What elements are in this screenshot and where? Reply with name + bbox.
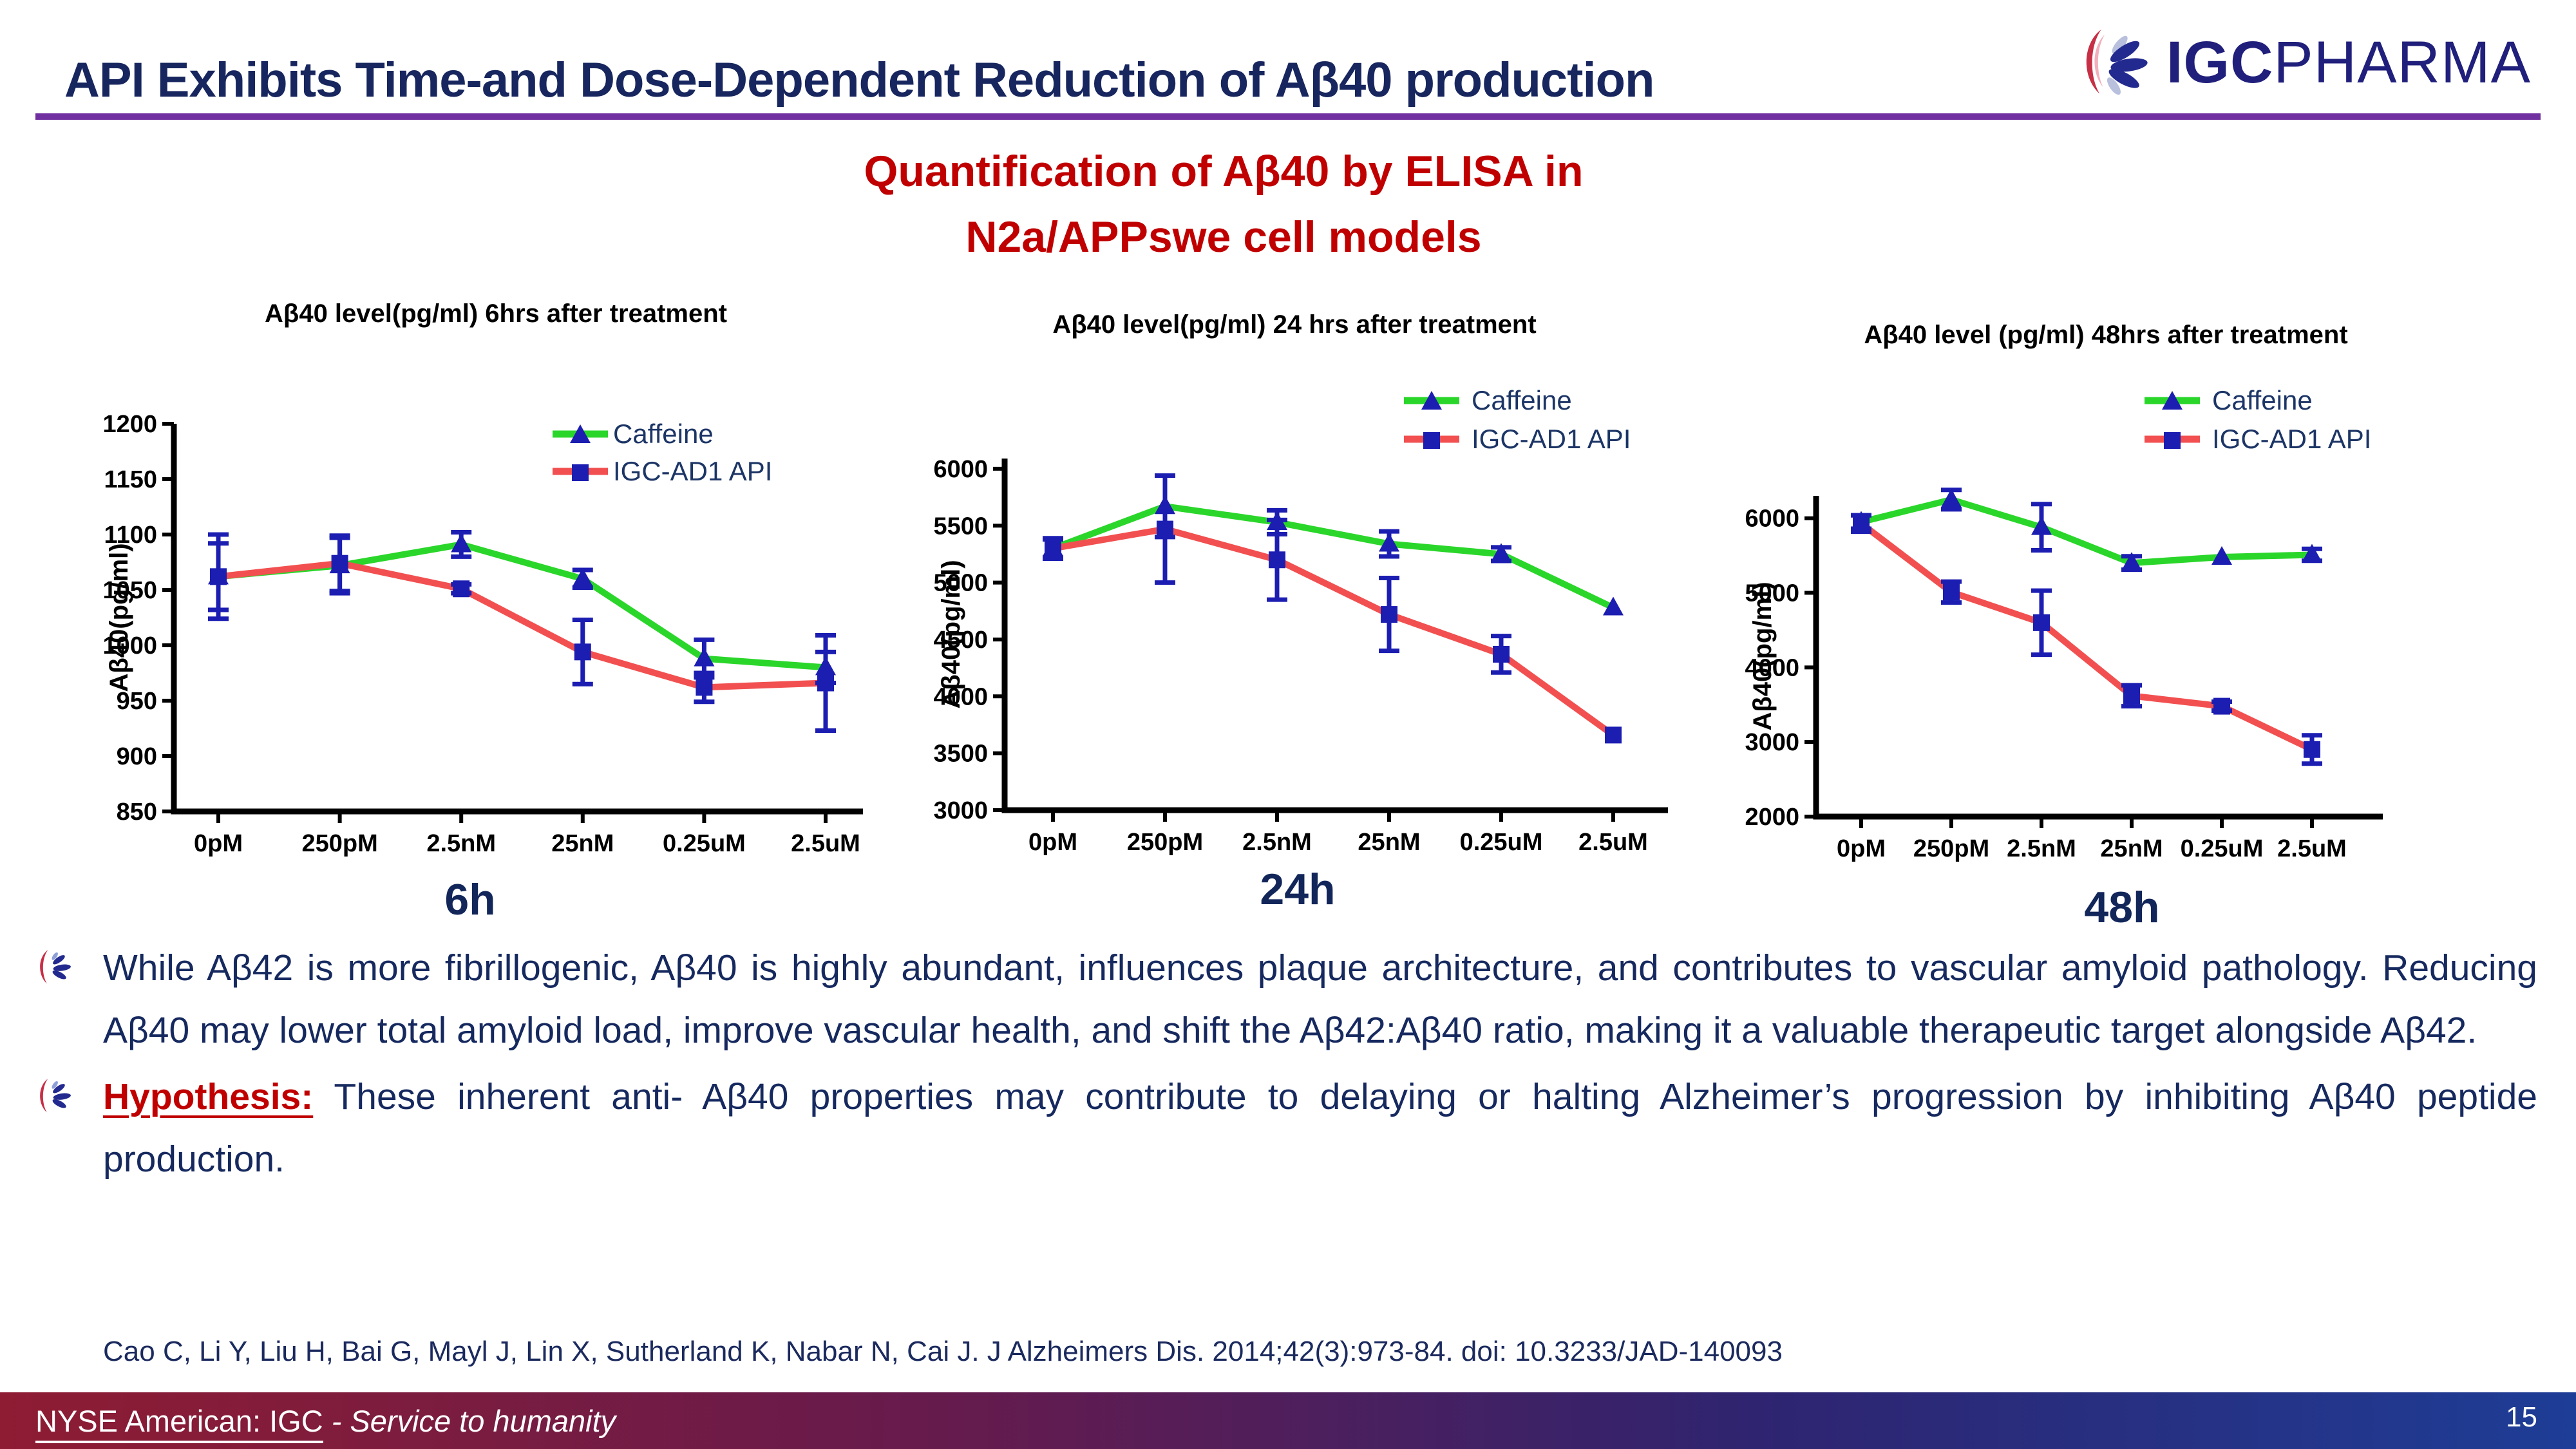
leaf-crescent-logo-icon [2086, 29, 2148, 95]
svg-text:0.25uM: 0.25uM [663, 830, 746, 857]
leaf-crescent-bullet-icon [40, 950, 71, 984]
figure-heading: Quantification of Aβ40 by ELISA in N2a/A… [580, 138, 1868, 270]
svg-text:0pM: 0pM [1028, 829, 1077, 856]
page-number: 15 [2506, 1401, 2537, 1433]
svg-text:Aβ40(pg/ml): Aβ40(pg/ml) [105, 543, 133, 692]
svg-text:2.5nM: 2.5nM [1242, 829, 1312, 856]
svg-text:Caffeine: Caffeine [613, 419, 714, 449]
svg-text:3000: 3000 [1745, 729, 1799, 756]
footer-text: NYSE American: IGC - Service to humanity [35, 1403, 616, 1443]
header-divider [35, 113, 2541, 120]
svg-text:0pM: 0pM [194, 830, 243, 857]
svg-text:0.25uM: 0.25uM [1460, 829, 1543, 856]
svg-text:4000: 4000 [1745, 654, 1799, 681]
svg-text:Caffeine: Caffeine [2212, 385, 2313, 415]
figure-heading-line2: N2a/APPswe cell models [965, 213, 1482, 261]
svg-text:5000: 5000 [933, 570, 988, 597]
svg-text:IGC-AD1 API: IGC-AD1 API [613, 456, 772, 486]
logo-text-pharma: PHARMA [2273, 29, 2531, 95]
leaf-crescent-bullet-icon [40, 1078, 71, 1113]
footer-bar: NYSE American: IGC - Service to humanity… [0, 1392, 2576, 1449]
svg-text:1200: 1200 [102, 411, 157, 438]
svg-text:5500: 5500 [933, 513, 988, 540]
citation: Cao C, Li Y, Liu H, Bai G, Mayl J, Lin X… [103, 1336, 1783, 1367]
svg-text:Aβ40(pg/ml): Aβ40(pg/ml) [937, 560, 965, 708]
chart-6h-label: 6h [444, 875, 496, 924]
svg-text:IGC-AD1 API: IGC-AD1 API [2212, 424, 2371, 454]
logo-wordmark: IGCPHARMA [2166, 29, 2531, 97]
svg-text:1050: 1050 [102, 577, 157, 604]
bullet-item-2: Hypothesis: These inherent anti- Aβ40 pr… [39, 1066, 2537, 1191]
chart-48h-title: Aβ40 level (pg/ml) 48hrs after treatment [1864, 321, 2348, 349]
chart-24h-plot: 3000 3500 4000 4500 5000 5500 6000 0pM 250pM 2.5n… [933, 385, 1668, 856]
svg-text:2.5uM: 2.5uM [2277, 835, 2347, 862]
svg-text:2000: 2000 [1745, 804, 1799, 831]
svg-text:IGC-AD1 API: IGC-AD1 API [1472, 424, 1631, 454]
svg-text:900: 900 [117, 743, 157, 770]
svg-text:1100: 1100 [104, 522, 157, 549]
chart-6h-title: Aβ40 level(pg/ml) 6hrs after treatment [265, 299, 727, 328]
hypothesis-label: Hypothesis: [103, 1075, 314, 1117]
svg-text:25nM: 25nM [551, 830, 614, 857]
chart-24h-title: Aβ40 level(pg/ml) 24 hrs after treatment [1052, 310, 1537, 339]
svg-text:0.25uM: 0.25uM [2181, 835, 2264, 862]
svg-text:2.5nM: 2.5nM [2007, 835, 2076, 862]
svg-text:4500: 4500 [933, 627, 988, 654]
chart-6h-plot: 850 900 950 1000 1050 1100 1150 1200 0pM 250pM 2.5… [102, 411, 863, 857]
svg-text:25nM: 25nM [2100, 835, 2163, 862]
svg-text:2.5nM: 2.5nM [426, 830, 496, 857]
bullet-list: While Aβ42 is more fibrillogenic, Aβ40 i… [39, 937, 2537, 1195]
svg-text:4000: 4000 [933, 683, 988, 710]
bullet-item-1: While Aβ42 is more fibrillogenic, Aβ40 i… [39, 937, 2537, 1062]
svg-text:250pM: 250pM [1127, 829, 1203, 856]
bullet-1-text: While Aβ42 is more fibrillogenic, Aβ40 i… [103, 947, 2537, 1051]
svg-text:950: 950 [117, 688, 157, 715]
svg-text:6000: 6000 [933, 456, 988, 483]
svg-text:Caffeine: Caffeine [1472, 385, 1572, 415]
bullet-2-text: These inherent anti- Aβ40 properties may… [103, 1075, 2537, 1180]
figure-heading-line1: Quantification of Aβ40 by ELISA in [864, 147, 1584, 196]
svg-text:25nM: 25nM [1358, 829, 1420, 856]
svg-text:Aβ40(pg/ml): Aβ40(pg/ml) [1748, 582, 1777, 730]
chart-24h-label: 24h [1260, 865, 1336, 914]
svg-text:2.5uM: 2.5uM [791, 830, 860, 857]
svg-text:6000: 6000 [1745, 506, 1799, 533]
svg-text:3500: 3500 [933, 741, 988, 768]
svg-text:1000: 1000 [102, 632, 157, 659]
svg-text:1150: 1150 [104, 466, 157, 493]
svg-text:3000: 3000 [933, 797, 988, 824]
chart-48h-label: 48h [2084, 883, 2160, 932]
svg-text:250pM: 250pM [1913, 835, 1989, 862]
tagline-text: - Service to humanity [323, 1403, 616, 1438]
chart-48h-plot: 2000 3000 4000 5000 6000 0pM 250pM 2.5nM 25nM 0.2… [1745, 385, 2383, 862]
svg-text:2.5uM: 2.5uM [1578, 829, 1648, 856]
svg-text:850: 850 [117, 799, 157, 826]
page-title: API Exhibits Time-and Dose-Dependent Red… [64, 52, 1654, 108]
svg-text:0pM: 0pM [1837, 835, 1886, 862]
svg-text:250pM: 250pM [301, 830, 377, 857]
svg-text:5000: 5000 [1745, 580, 1799, 607]
logo-text-igc: IGC [2166, 29, 2274, 95]
company-logo: IGCPHARMA [2070, 24, 2531, 100]
ticker-text: NYSE American: IGC [35, 1403, 323, 1443]
